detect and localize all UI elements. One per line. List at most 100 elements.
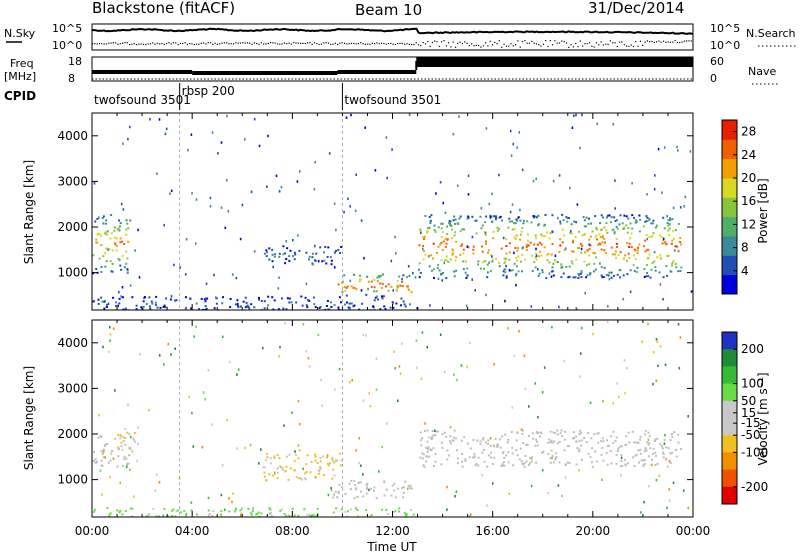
- velocity-pixel: [268, 507, 271, 510]
- power-pixel: [453, 234, 456, 237]
- power-pixel: [115, 301, 117, 304]
- noise-search-point: [623, 44, 625, 46]
- colorbar-tick-label: 24: [741, 148, 756, 162]
- velocity-pixel: [446, 458, 449, 461]
- noise-search-point: [494, 41, 496, 43]
- power-pixel: [353, 273, 356, 276]
- velocity-pixel: [337, 492, 340, 494]
- velocity-noise-pixel: [207, 369, 210, 372]
- noise-search-point: [311, 43, 313, 45]
- power-pixel: [560, 266, 563, 269]
- power-pixel: [592, 252, 595, 254]
- noise-search-point: [686, 40, 688, 42]
- power-pixel: [105, 306, 108, 308]
- power-noise-pixel: [676, 145, 678, 149]
- power-noise-pixel: [414, 276, 417, 279]
- velocity-pixel: [110, 452, 113, 455]
- freq-label-line2: [MHz]: [4, 70, 36, 83]
- power-pixel: [606, 232, 609, 234]
- velocity-pixel: [466, 442, 469, 445]
- velocity-noise-pixel: [334, 388, 336, 391]
- velocity-noise-pixel: [528, 405, 530, 408]
- velocity-pixel: [332, 496, 335, 499]
- power-pixel: [603, 226, 606, 229]
- noise-search-point: [679, 42, 681, 44]
- velocity-pixel: [331, 457, 334, 460]
- power-noise-pixel: [502, 236, 505, 240]
- velocity-pixel: [265, 459, 268, 462]
- power-pixel: [561, 228, 564, 231]
- velocity-pixel: [644, 429, 647, 432]
- power-pixel: [548, 261, 551, 264]
- power-pixel: [677, 250, 680, 253]
- velocity-pixel: [473, 456, 476, 459]
- velocity-pixel: [578, 433, 581, 436]
- velocity-pixel: [271, 474, 274, 477]
- noise-search-point: [429, 45, 431, 48]
- power-pixel: [665, 265, 668, 267]
- power-pixel: [586, 264, 588, 267]
- velocity-noise-pixel: [308, 365, 311, 368]
- velocity-pixel: [507, 451, 510, 454]
- colorbar-swatch: [722, 120, 737, 140]
- power-pixel: [448, 220, 451, 223]
- velocity-pixel: [308, 514, 311, 517]
- velocity-noise-pixel: [640, 511, 642, 514]
- velocity-pixel: [268, 473, 271, 476]
- velocity-pixel: [240, 507, 243, 510]
- velocity-pixel: [525, 460, 528, 463]
- power-ylabel: Slant Range [km]: [22, 160, 36, 264]
- noise-search-point: [309, 42, 311, 44]
- velocity-pixel: [310, 461, 313, 463]
- power-pixel: [580, 251, 583, 254]
- power-pixel: [539, 241, 541, 244]
- freq-high-band: [416, 57, 693, 67]
- power-pixel: [118, 229, 121, 232]
- power-pixel: [125, 228, 128, 231]
- power-pixel: [437, 264, 440, 267]
- velocity-noise-pixel: [664, 433, 666, 437]
- power-pixel: [674, 245, 677, 248]
- power-pixel: [97, 298, 100, 301]
- velocity-pixel: [93, 510, 96, 513]
- power-pixel: [370, 286, 373, 289]
- velocity-noise-pixel: [220, 493, 223, 497]
- colorbar-swatch: [722, 158, 737, 179]
- noise-search-point: [521, 41, 524, 43]
- power-pixel: [505, 258, 508, 260]
- power-pixel: [623, 257, 625, 260]
- power-pixel: [616, 227, 619, 230]
- power-pixel: [516, 219, 519, 222]
- noise-search-point: [135, 44, 138, 46]
- power-pixel: [636, 249, 639, 252]
- velocity-noise-pixel: [580, 326, 583, 330]
- power-pixel: [505, 275, 508, 278]
- velocity-noise-pixel: [311, 515, 313, 517]
- velocity-pixel: [124, 437, 127, 439]
- power-noise-pixel: [662, 237, 665, 241]
- freq-left-tick-bottom: 8: [68, 72, 75, 85]
- noise-search-point: [505, 45, 507, 47]
- velocity-pixel: [383, 480, 386, 483]
- velocity-noise-pixel: [508, 492, 511, 495]
- velocity-pixel: [427, 447, 430, 450]
- velocity-noise-pixel: [223, 508, 226, 511]
- power-pixel: [560, 276, 563, 279]
- velocity-noise-pixel: [362, 333, 365, 337]
- velocity-noise-pixel: [357, 515, 359, 517]
- velocity-pixel: [297, 457, 300, 460]
- noise-search-point: [341, 42, 343, 44]
- power-pixel: [505, 252, 508, 255]
- velocity-noise-pixel: [456, 378, 458, 382]
- velocity-pixel: [185, 512, 188, 515]
- power-pixel: [124, 307, 127, 310]
- power-pixel: [504, 271, 507, 274]
- power-pixel: [198, 308, 200, 310]
- noise-search-point: [471, 43, 473, 45]
- power-pixel: [278, 252, 281, 255]
- noise-search-point: [612, 42, 614, 44]
- velocity-pixel: [184, 514, 187, 517]
- power-pixel: [534, 234, 537, 237]
- velocity-pixel: [429, 448, 432, 451]
